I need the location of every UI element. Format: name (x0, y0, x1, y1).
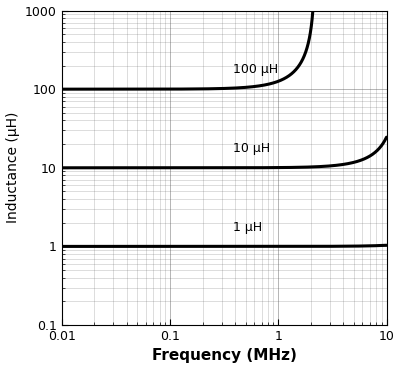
Y-axis label: Inductance (μH): Inductance (μH) (6, 112, 20, 224)
Text: 100 μH: 100 μH (233, 63, 278, 76)
Text: 10 μH: 10 μH (233, 142, 270, 155)
Text: 1 μH: 1 μH (233, 221, 262, 234)
X-axis label: Frequency (MHz): Frequency (MHz) (152, 348, 297, 363)
